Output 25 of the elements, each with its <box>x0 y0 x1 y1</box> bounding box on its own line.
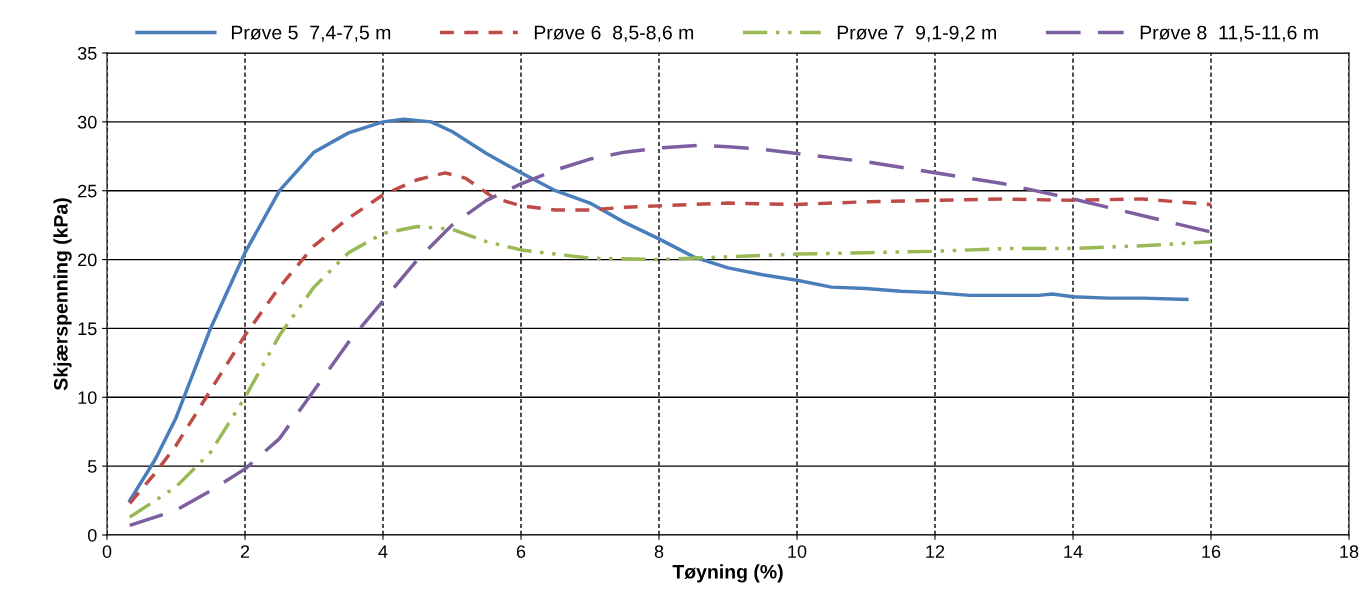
y-tick-label: 30 <box>77 115 97 129</box>
y-tick-label: 25 <box>78 184 97 198</box>
legend-label: Prøve 8 11,5-11,6 m <box>1140 25 1318 42</box>
y-axis-title: Skjærspenning (kPa) <box>53 198 72 391</box>
x-tick-label: 16 <box>1202 545 1221 558</box>
x-tick-label: 10 <box>788 545 807 558</box>
y-tick-label: 35 <box>77 46 97 60</box>
y-tick-label: 5 <box>87 460 97 473</box>
y-tick-label: 15 <box>78 322 97 336</box>
legend-label: Prøve 7 9,1-9,2 m <box>837 25 996 42</box>
x-tick-label: 14 <box>1064 545 1083 558</box>
y-tick-label: 10 <box>78 391 97 405</box>
x-tick-label: 4 <box>378 545 388 558</box>
x-tick-label: 0 <box>102 545 112 558</box>
y-tick-label: 0 <box>87 528 97 542</box>
x-axis-title: Tøyning (%) <box>672 564 783 583</box>
y-tick-label: 20 <box>78 253 97 267</box>
legend-label: Prøve 6 8,5-8,6 m <box>534 25 694 42</box>
x-tick-label: 18 <box>1340 545 1359 558</box>
x-tick-label: 2 <box>240 545 250 558</box>
x-tick-label: 12 <box>926 545 945 558</box>
x-tick-label: 6 <box>516 545 526 558</box>
line-series <box>128 224 1213 519</box>
x-tick-label: 8 <box>654 545 664 558</box>
legend-label: Prøve 5 7,4-7,5 m <box>231 25 391 42</box>
